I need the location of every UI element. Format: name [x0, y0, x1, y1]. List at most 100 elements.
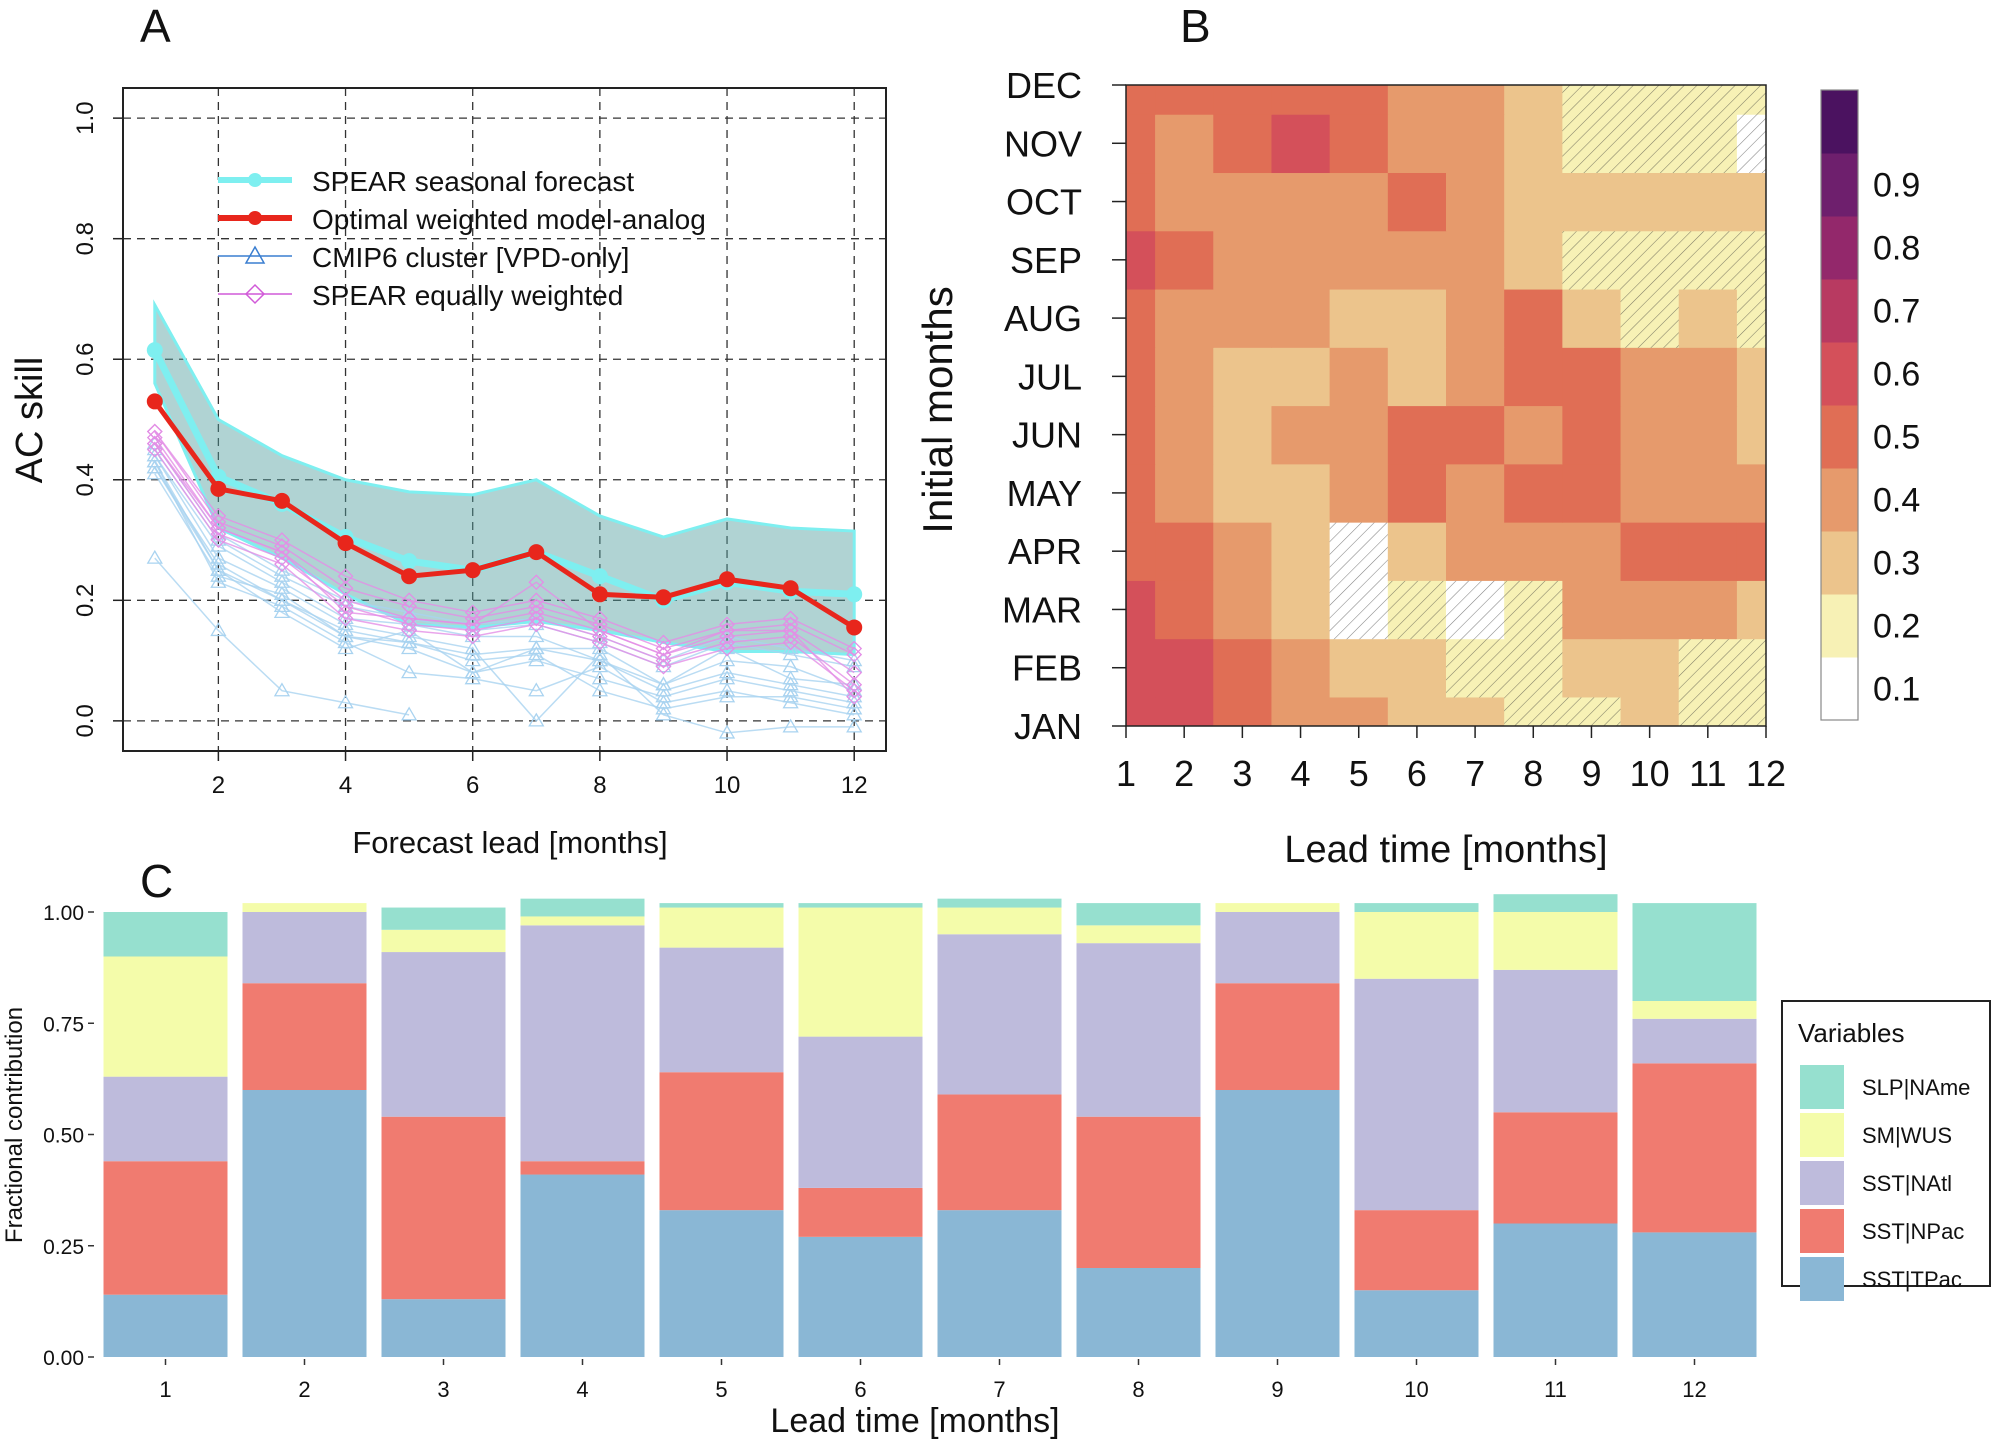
- heatmap-cell: [1329, 696, 1389, 726]
- spear-equal-member-marker: [337, 580, 354, 597]
- panel-a-main-series: [146, 342, 863, 636]
- spear-equal-member-marker: [146, 435, 163, 452]
- cmip6-member-marker: [528, 682, 545, 697]
- panel-b-x-tick-label: 10: [1630, 753, 1670, 794]
- spear-equal-member-line: [154, 443, 855, 686]
- heatmap-cell: [1387, 114, 1447, 174]
- bar-segment-sst-tpac: [798, 1236, 923, 1357]
- bar-segment-sst-npac: [103, 1161, 228, 1295]
- cmip6-member-marker: [210, 561, 227, 576]
- cmip6-member-marker: [210, 622, 227, 637]
- spear-equal-member-marker: [719, 634, 735, 651]
- heatmap-cell: [1329, 288, 1389, 348]
- spear-equal-member-marker: [782, 610, 799, 627]
- panel-b-x-tick-label: 3: [1232, 753, 1252, 794]
- spear-equal-member-marker: [846, 676, 863, 693]
- heatmap-cell: [1155, 696, 1214, 726]
- spear-equal-member-marker: [210, 532, 227, 548]
- heatmap-cell: [1387, 288, 1447, 348]
- spear-equal-member-marker: [528, 610, 545, 627]
- bar-segment-sst-tpac: [1215, 1090, 1340, 1357]
- bar-segment-sst-npac: [1354, 1210, 1479, 1291]
- heatmap-cell: [1213, 580, 1273, 640]
- heatmap-cell: [1126, 288, 1156, 348]
- heatmap-cell: [1446, 347, 1505, 407]
- spear-equal-member-marker: [337, 604, 354, 621]
- cmip6-member-marker: [718, 664, 736, 679]
- bar-segment-sst-natl: [1354, 978, 1479, 1211]
- series-point-1: [591, 586, 608, 603]
- heatmap-cell: [1329, 347, 1389, 407]
- heatmap-cell: [1387, 638, 1447, 698]
- heatmap-hatch: [1620, 230, 1680, 290]
- heatmap-cell: [1678, 405, 1738, 465]
- heatmap-cell: [1271, 638, 1331, 698]
- heatmap-cell: [1155, 172, 1214, 232]
- bar-segment-sst-natl: [520, 925, 645, 1162]
- heatmap-cell: [1155, 522, 1214, 581]
- legend-swatch-slp-name: [1800, 1065, 1844, 1109]
- spear-equal-member-line: [154, 449, 855, 692]
- legend-label-spear-equal: SPEAR equally weighted: [312, 280, 623, 311]
- heatmap-hatch: [1620, 114, 1680, 174]
- heatmap-hatch: [1562, 230, 1622, 290]
- spear-equal-member-marker: [719, 640, 735, 657]
- bar-segment-sst-natl: [381, 952, 506, 1117]
- bar-segment-slp-name: [1354, 903, 1479, 912]
- legend-label-spear-seasonal: SPEAR seasonal forecast: [312, 166, 634, 197]
- heatmap-cell: [1504, 172, 1563, 232]
- colorbar-segment: [1821, 279, 1858, 343]
- colorbar-tick-label: 0.6: [1873, 356, 1920, 394]
- spear-equal-member-marker: [337, 598, 354, 615]
- heatmap-cell: [1126, 638, 1156, 698]
- colorbar-segment: [1821, 405, 1858, 469]
- heatmap-cell: [1387, 172, 1447, 232]
- cmip6-member-line: [154, 455, 855, 734]
- cmip6-member-marker: [846, 700, 863, 715]
- heatmap-cell: [1213, 230, 1273, 290]
- spear-equal-member-marker: [146, 423, 163, 440]
- cmip6-member-marker: [782, 640, 799, 655]
- panel-c-x-tick-label: 3: [437, 1377, 449, 1402]
- heatmap-cell: [1562, 580, 1622, 640]
- spear-equal-member-marker: [464, 616, 481, 633]
- heatmap-cell: [1271, 288, 1331, 348]
- spear-equal-member-marker: [528, 574, 545, 591]
- panel-c-x-tick-label: 5: [715, 1377, 727, 1402]
- cmip6-member-marker: [846, 688, 863, 703]
- heatmap-cell: [1155, 638, 1214, 698]
- heatmap-cell: [1446, 463, 1505, 523]
- panel-b-x-tick-label: 9: [1581, 753, 1601, 794]
- bar-segment-sst-natl: [1493, 969, 1618, 1113]
- heatmap-cell: [1562, 347, 1622, 407]
- spear-equal-member-line: [154, 431, 855, 656]
- bar-segment-sm-wus: [1076, 925, 1201, 944]
- bar-segment-sst-npac: [937, 1094, 1062, 1211]
- cmip6-member-marker: [655, 676, 672, 691]
- cmip6-member-marker: [464, 640, 481, 655]
- bar-segment-sst-natl: [1076, 943, 1201, 1117]
- panel-a-label: A: [140, 0, 171, 52]
- bar-segment-sst-natl: [1632, 1018, 1757, 1064]
- bar-segment-sst-tpac: [103, 1294, 228, 1357]
- cmip6-member-marker: [782, 688, 799, 703]
- series-point-0: [401, 553, 418, 570]
- heatmap-cell: [1271, 114, 1331, 174]
- bar-segment-sst-tpac: [1632, 1232, 1757, 1357]
- heatmap-cell: [1155, 85, 1214, 115]
- bar-segment-sst-natl: [798, 1036, 923, 1188]
- spear-equal-member-marker: [274, 532, 290, 548]
- panel-c-legend: Variables SLP|NAme SM|WUS SST|NAtl SST|NPac…: [1781, 1000, 1991, 1301]
- spear-equal-member-marker: [146, 441, 163, 458]
- colorbar-segment: [1821, 531, 1858, 595]
- spear-equal-member-marker: [401, 616, 418, 633]
- heatmap-cell: [1678, 347, 1738, 407]
- panel-a: A 2 4 6 8 10 12 0.0 0.2 0.4 0.6 0.8 1.0 AC skill Fo…: [9, 0, 887, 860]
- cmip6-member-marker: [400, 628, 418, 643]
- heatmap-hatch: [1678, 230, 1738, 290]
- heatmap-hatch: [1562, 696, 1622, 726]
- bar-segment-slp-name: [659, 903, 784, 908]
- panel-b-y-tick-label: FEB: [1012, 648, 1082, 689]
- heatmap-cell: [1620, 405, 1680, 465]
- panel-b-axes: 1 2 3 4 5 6 7 8 9 10 11 12JANFEBMARAPRMAYJUNJULAUGS…: [1002, 65, 1786, 794]
